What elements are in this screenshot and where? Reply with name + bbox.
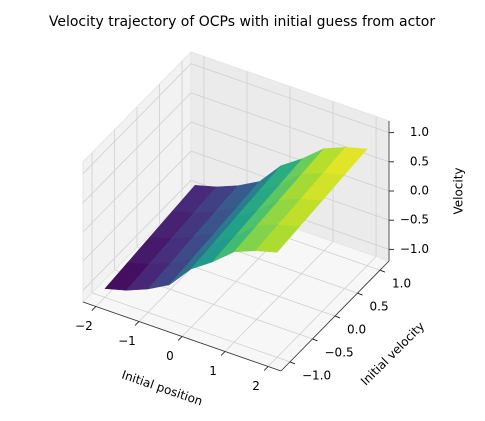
grid-line bbox=[190, 121, 390, 192]
grid-line bbox=[190, 63, 390, 134]
surface-patch bbox=[255, 224, 301, 253]
y-tick-label: −1.0 bbox=[302, 368, 331, 382]
y-axis-line bbox=[280, 260, 390, 372]
grid-line bbox=[82, 180, 192, 291]
y-tick-label: −0.5 bbox=[325, 345, 354, 359]
x-tick-label: 1 bbox=[209, 364, 217, 378]
z-tick-label: −1.0 bbox=[400, 242, 429, 256]
tick-mark bbox=[263, 366, 269, 371]
z-axis-label: Velocity bbox=[452, 167, 466, 214]
grid-line bbox=[91, 292, 291, 363]
z-tick-label: 0.0 bbox=[410, 184, 429, 198]
chart-title: Velocity trajectory of OCPs with initial… bbox=[49, 14, 435, 30]
z-tick-label: −0.5 bbox=[400, 213, 429, 227]
tick-mark bbox=[334, 315, 341, 319]
y-tick-label: 0.5 bbox=[370, 300, 389, 314]
x-axis-line bbox=[82, 301, 282, 372]
x-tick-label: 0 bbox=[166, 349, 174, 363]
grid-line bbox=[82, 63, 192, 174]
grid-line bbox=[82, 92, 192, 204]
x-axis-label: Initial position bbox=[120, 368, 205, 409]
x-tick-label: −2 bbox=[75, 319, 93, 333]
x-tick-label: −1 bbox=[118, 334, 136, 348]
tick-mark bbox=[91, 306, 97, 311]
x-tick-label: 2 bbox=[252, 379, 260, 393]
y-tick-label: 0.0 bbox=[347, 323, 366, 337]
grid-line bbox=[82, 150, 192, 262]
tick-mark bbox=[289, 361, 296, 365]
tick-mark bbox=[220, 351, 226, 356]
tick-mark bbox=[357, 292, 363, 296]
grid-line bbox=[82, 121, 192, 233]
tick-mark bbox=[312, 338, 318, 342]
z-tick-label: 0.5 bbox=[410, 154, 429, 168]
z-tick-label: 1.0 bbox=[410, 125, 429, 139]
y-axis-label: Initial velocity bbox=[358, 319, 427, 388]
tick-mark bbox=[134, 321, 140, 326]
tick-mark bbox=[379, 269, 386, 273]
y-tick-label: 1.0 bbox=[392, 277, 411, 291]
tick-mark bbox=[177, 336, 183, 341]
